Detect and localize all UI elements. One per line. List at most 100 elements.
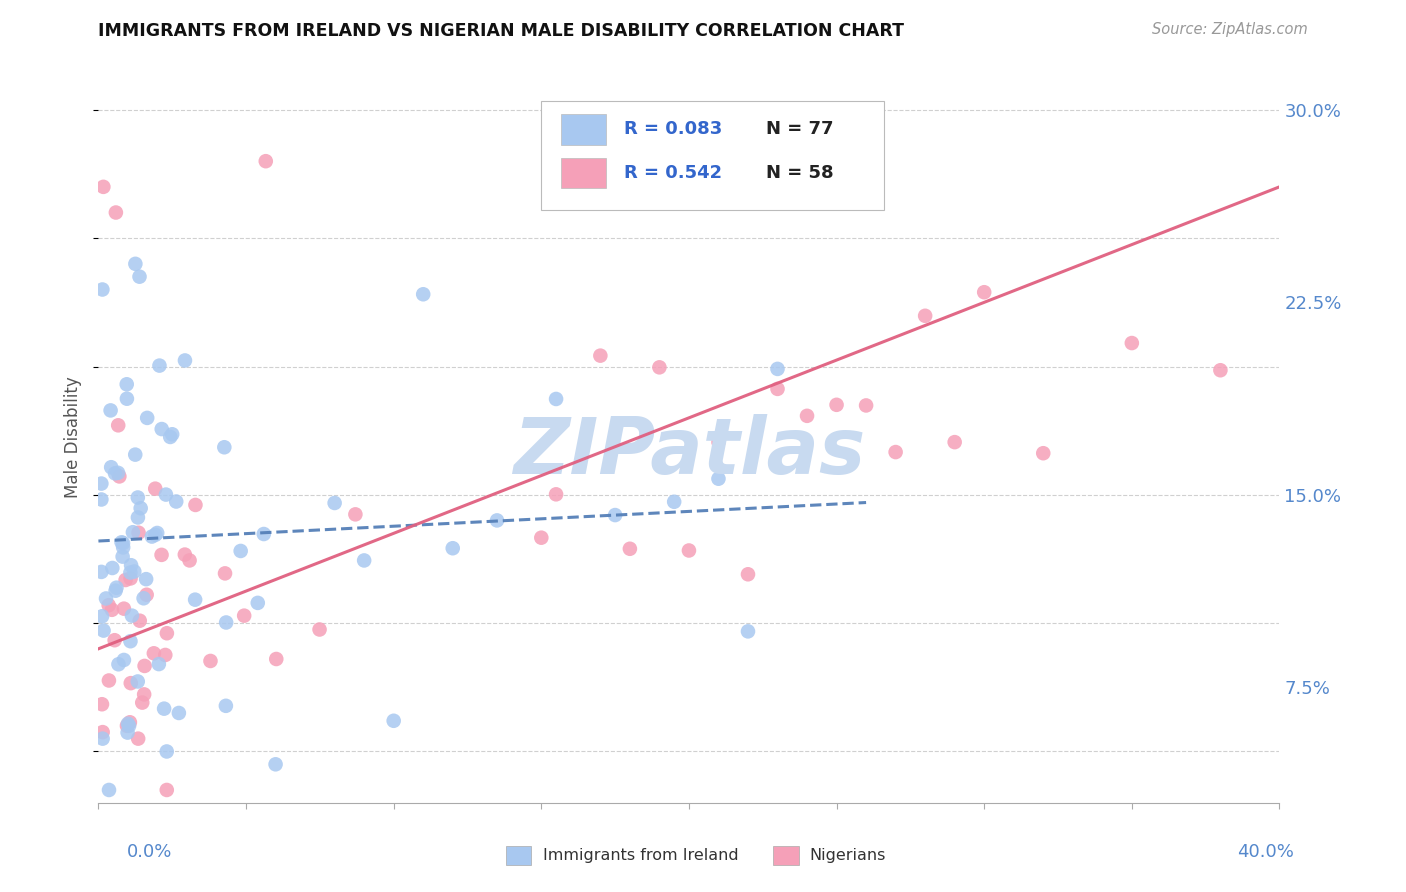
Point [664, 495, 686, 509]
Point [97, 673, 120, 688]
Point [90, 492, 112, 507]
Point [382, 714, 405, 728]
Point [589, 349, 612, 363]
Point [253, 527, 276, 541]
Point [135, 572, 157, 586]
Point [165, 494, 187, 508]
Point [737, 624, 759, 639]
Point [127, 491, 149, 505]
Point [141, 530, 163, 544]
Point [412, 287, 434, 301]
Point [105, 581, 128, 595]
Text: ZIPatlas: ZIPatlas [513, 414, 865, 490]
Point [121, 608, 143, 623]
Point [91, 725, 114, 739]
Point [150, 548, 173, 562]
Point [973, 285, 995, 300]
Point [104, 205, 127, 219]
Point [766, 362, 789, 376]
Text: Nigerians: Nigerians [810, 848, 886, 863]
Point [1209, 363, 1232, 377]
Point [156, 744, 179, 758]
Point [104, 467, 127, 481]
Point [855, 399, 877, 413]
Point [214, 566, 236, 581]
Point [124, 257, 146, 271]
Point [159, 430, 181, 444]
Point [100, 403, 122, 417]
Point [91, 283, 114, 297]
Point [148, 657, 170, 671]
Point [91, 731, 114, 746]
Text: R = 0.083: R = 0.083 [624, 120, 723, 138]
Point [120, 571, 142, 585]
Point [115, 377, 138, 392]
Point [127, 510, 149, 524]
Point [127, 674, 149, 689]
Point [605, 508, 627, 522]
Point [108, 469, 131, 483]
Point [254, 154, 277, 169]
Point [128, 614, 150, 628]
Text: Source: ZipAtlas.com: Source: ZipAtlas.com [1152, 22, 1308, 37]
Point [104, 633, 127, 648]
Point [150, 422, 173, 436]
Point [111, 549, 134, 564]
Point [90, 565, 112, 579]
Point [156, 626, 179, 640]
Point [91, 609, 114, 624]
Text: N = 77: N = 77 [766, 120, 834, 138]
Point [124, 565, 146, 579]
Point [678, 543, 700, 558]
Point [112, 601, 135, 615]
Point [184, 592, 207, 607]
Point [825, 398, 848, 412]
Point [101, 603, 124, 617]
Point [117, 725, 139, 739]
Point [146, 526, 169, 541]
Point [353, 553, 375, 567]
Point [129, 501, 152, 516]
Point [233, 608, 256, 623]
Point [120, 558, 142, 573]
Point [118, 719, 141, 733]
Point [143, 482, 166, 496]
Point [619, 541, 641, 556]
Point [118, 715, 141, 730]
Point [441, 541, 464, 556]
Point [943, 435, 966, 450]
Point [737, 567, 759, 582]
Point [707, 472, 730, 486]
Point [486, 513, 509, 527]
Point [174, 353, 197, 368]
Point [914, 309, 936, 323]
Point [167, 706, 190, 720]
FancyBboxPatch shape [561, 114, 606, 145]
Point [142, 646, 165, 660]
Text: R = 0.542: R = 0.542 [624, 164, 723, 182]
Point [884, 445, 907, 459]
Point [131, 696, 153, 710]
Point [100, 460, 122, 475]
Point [120, 676, 142, 690]
Point [107, 466, 129, 480]
Point [132, 591, 155, 606]
Point [308, 623, 330, 637]
Point [134, 659, 156, 673]
Point [112, 541, 135, 555]
Point [264, 652, 287, 666]
Point [1032, 446, 1054, 460]
Point [179, 553, 201, 567]
Point [134, 687, 156, 701]
Point [98, 783, 121, 797]
Point [546, 392, 568, 406]
Point [766, 382, 789, 396]
Point [155, 648, 177, 662]
Point [136, 410, 159, 425]
Point [215, 698, 238, 713]
Point [148, 359, 170, 373]
Point [120, 566, 142, 580]
Point [101, 561, 124, 575]
FancyBboxPatch shape [541, 101, 884, 211]
Point [1121, 336, 1143, 351]
